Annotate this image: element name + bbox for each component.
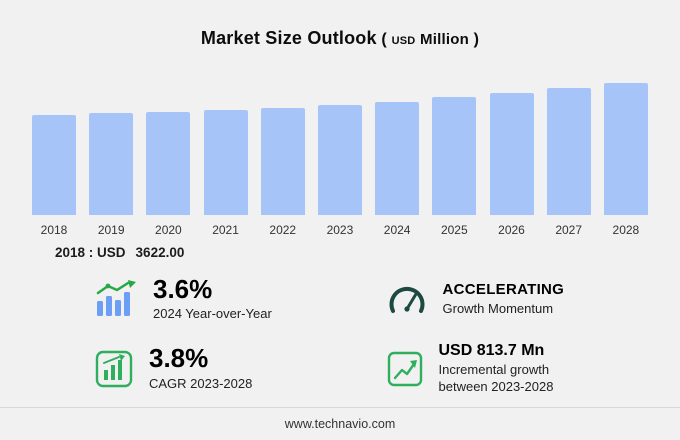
bar-2023 xyxy=(317,105,362,215)
bar-column: 2026 xyxy=(489,93,534,237)
yoy-label: 2024 Year-over-Year xyxy=(153,306,272,322)
title-paren-close: ) xyxy=(473,31,480,48)
bar-chart-box-icon xyxy=(95,350,133,388)
incremental-value: USD 813.7 Mn xyxy=(438,341,545,359)
bar-2020 xyxy=(146,112,191,215)
bar-2026 xyxy=(489,93,534,215)
incremental-label-line1: Incremental growth xyxy=(438,362,550,378)
x-tick-label: 2027 xyxy=(555,223,583,237)
title-unit-currency: USD xyxy=(391,35,416,47)
cagr-value: 3.8% xyxy=(149,343,209,374)
x-tick-label: 2024 xyxy=(383,223,411,237)
bar-chart: 2018 2019 2020 2021 2022 2023 2024 2025 2026 2027… xyxy=(0,75,680,237)
title-paren-open: ( xyxy=(381,31,387,48)
momentum-value: ACCELERATING xyxy=(442,280,565,298)
x-tick-label: 2028 xyxy=(612,223,640,237)
bar-column: 2027 xyxy=(546,88,591,237)
stat-yoy: 3.6% 2024 Year-over-Year xyxy=(95,274,373,323)
bar-column: 2024 xyxy=(375,102,420,237)
x-tick-label: 2018 xyxy=(40,223,68,237)
gauge-icon xyxy=(387,282,427,316)
x-tick-label: 2020 xyxy=(155,223,182,237)
bar-column: 2028 xyxy=(603,83,648,237)
footer: www.technavio.com xyxy=(0,407,680,440)
bar-column: 2021 xyxy=(203,110,248,237)
market-size-outlook-card: Market Size Outlook ( USD Million ) 2018… xyxy=(0,0,680,431)
x-tick-label: 2026 xyxy=(498,223,525,237)
bar-column: 2022 xyxy=(260,108,305,237)
bar-2028 xyxy=(603,83,648,215)
x-tick-label: 2021 xyxy=(212,223,239,237)
baseline-value: 3622.00 xyxy=(135,245,185,260)
stat-incremental-growth: USD 813.7 Mn Incremental growth between … xyxy=(373,341,651,395)
momentum-label: Growth Momentum xyxy=(442,300,554,316)
x-tick-label: 2019 xyxy=(97,223,125,237)
stats-grid: 3.6% 2024 Year-over-Year ACCELERATING Gr… xyxy=(0,274,680,395)
x-tick-label: 2025 xyxy=(440,223,468,237)
title-unit: Million xyxy=(420,31,469,48)
bar-2022 xyxy=(260,108,305,215)
title-main: Market Size Outlook xyxy=(200,28,377,48)
baseline-value-note: 2018 : USD 3622.00 xyxy=(0,245,680,260)
x-tick-label: 2023 xyxy=(326,223,354,237)
bar-column: 2025 xyxy=(432,97,477,237)
bar-2018 xyxy=(32,115,76,215)
cagr-label: CAGR 2023-2028 xyxy=(149,375,253,391)
bar-2025 xyxy=(432,97,477,215)
incremental-label-line2: between 2023-2028 xyxy=(438,378,554,394)
bar-2019 xyxy=(89,113,134,215)
bar-column: 2018 xyxy=(32,115,76,237)
bar-2027 xyxy=(546,88,591,215)
bar-column: 2020 xyxy=(146,112,191,237)
footer-url[interactable]: www.technavio.com xyxy=(284,417,396,431)
yoy-value: 3.6% xyxy=(153,274,213,304)
stat-cagr: 3.8% CAGR 2023-2028 xyxy=(95,343,373,395)
bar-2024 xyxy=(375,102,420,215)
page-title: Market Size Outlook ( USD Million ) xyxy=(0,0,680,49)
bar-column: 2019 xyxy=(89,113,134,237)
stat-momentum: ACCELERATING Growth Momentum xyxy=(373,276,651,323)
bar-2021 xyxy=(203,110,248,215)
x-tick-label: 2022 xyxy=(269,223,297,237)
line-chart-box-icon xyxy=(387,351,423,387)
bar-chart-growth-icon xyxy=(95,280,137,318)
bar-column: 2023 xyxy=(317,105,362,237)
baseline-label: 2018 : USD xyxy=(55,245,126,260)
